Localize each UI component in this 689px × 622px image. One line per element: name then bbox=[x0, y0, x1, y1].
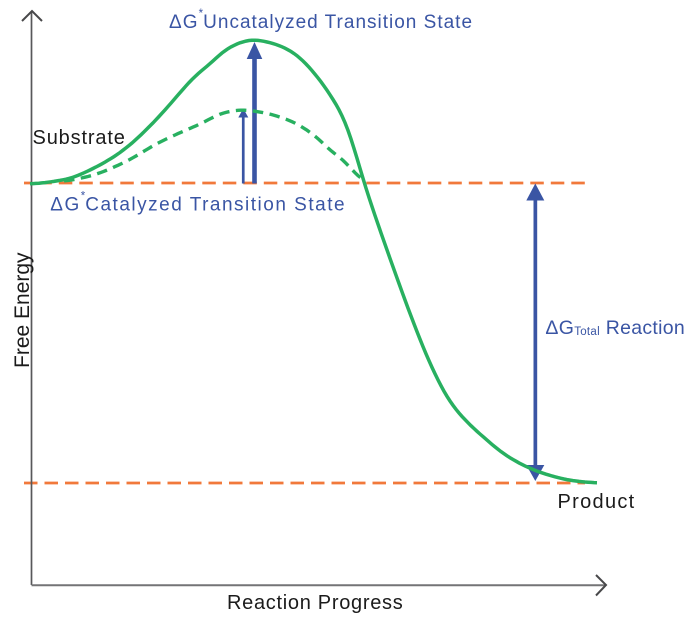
svg-text:Reaction Progress: Reaction Progress bbox=[227, 592, 403, 614]
svg-text:Product: Product bbox=[558, 491, 636, 513]
svg-text:ΔG*Uncatalyzed Transition Stat: ΔG*Uncatalyzed Transition State bbox=[169, 8, 473, 33]
svg-text:Free Energy: Free Energy bbox=[11, 252, 34, 368]
svg-text:ΔGTotal Reaction: ΔGTotal Reaction bbox=[545, 317, 685, 339]
svg-text:Substrate: Substrate bbox=[33, 127, 126, 149]
svg-text:ΔG*Catalyzed Transition State: ΔG*Catalyzed Transition State bbox=[50, 191, 346, 216]
